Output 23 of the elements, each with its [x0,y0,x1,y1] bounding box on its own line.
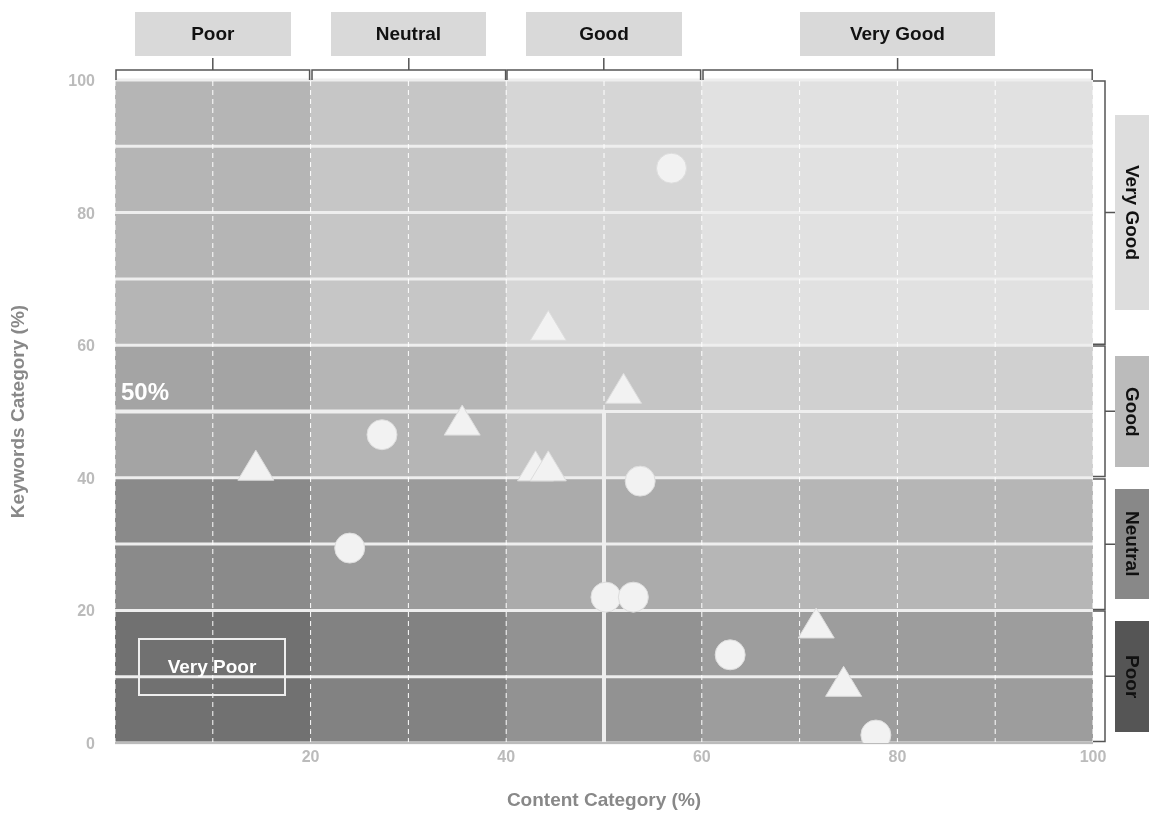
y-tick-label: 100 [68,72,96,89]
y-tick-label: 80 [77,204,96,222]
x-axis-title: Content Category (%) [506,789,702,810]
y-axis-title: Keywords Category (%) [6,304,28,519]
x-tick-label: 20 [301,748,320,766]
y-tick-label: 60 [77,337,96,355]
band-label: Neutral [330,12,487,56]
band-label: Good [526,12,682,56]
band-label: Poor [1115,621,1149,732]
x-tick-label: 100 [1079,748,1107,766]
x-tick-label: 40 [497,748,516,766]
ref-line-label: 50% [121,377,170,406]
band-label: Good [1115,356,1149,467]
band-label: Neutral [1115,488,1149,600]
y-tick-label: 40 [77,469,96,487]
band-label: Very Good [799,12,995,56]
annotation: Very Poor [138,638,286,696]
band-label: Very Good [1115,115,1149,311]
band-label: Poor [135,12,291,56]
x-tick-label: 80 [888,748,907,766]
y-tick-label: 0 [86,735,96,752]
x-tick-label: 60 [692,748,711,766]
y-tick-label: 20 [77,602,96,620]
